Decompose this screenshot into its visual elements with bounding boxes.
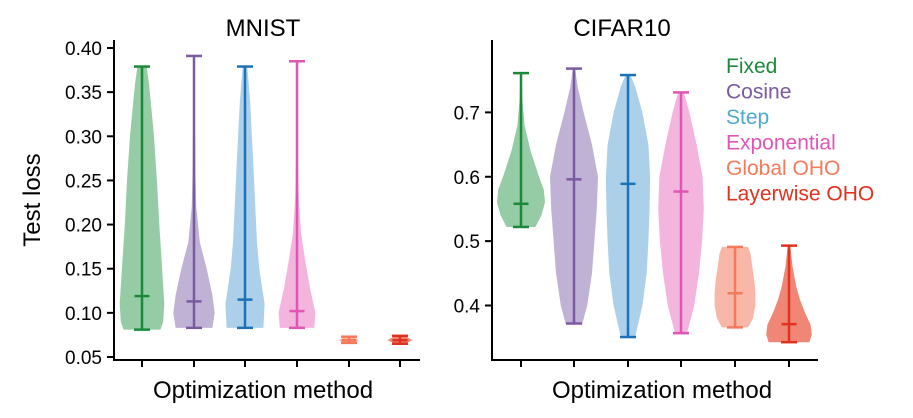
- mnist-x-ticks: [141, 360, 401, 367]
- mnist-y-tick-label: 0.05: [65, 348, 102, 369]
- mnist-y-tick-label: 0.35: [65, 83, 102, 104]
- mnist-axes: [113, 40, 420, 361]
- mnist-x-axis-label: Optimization method: [153, 377, 373, 404]
- legend-item-layerwise-oho: Layerwise OHO: [726, 183, 874, 206]
- legend-item-exponential: Exponential: [726, 132, 836, 155]
- mnist-violin-layerwise-oho: [387, 334, 413, 346]
- cifar10-y-tick-label: 0.6: [454, 168, 480, 189]
- mnist-violin-global-oho: [338, 335, 360, 345]
- cifar10-y-tick-label: 0.7: [454, 103, 480, 124]
- mnist-title: MNIST: [226, 15, 301, 42]
- mnist-y-tick-label: 0.15: [65, 260, 102, 281]
- legend-item-global-oho: Global OHO: [726, 157, 840, 180]
- legend-item-fixed: Fixed: [726, 55, 777, 78]
- mnist-y-tick-label: 0.20: [65, 216, 102, 237]
- mnist-violin-exponential: [278, 59, 316, 330]
- cifar10-title: CIFAR10: [573, 15, 670, 42]
- mnist-y-tick-label: 0.30: [65, 127, 102, 148]
- cifar10-violin-cosine: [550, 67, 598, 325]
- mnist-violins: [119, 54, 413, 346]
- y-axis-label: Test loss: [19, 153, 46, 246]
- cifar10-violin-global-oho: [714, 245, 756, 329]
- mnist-violin-step: [225, 65, 265, 330]
- mnist-violin-fixed: [119, 65, 165, 331]
- cifar10-axes: [491, 40, 818, 361]
- cifar10-y-ticks: 0.4 0.5 0.6 0.7: [454, 103, 492, 318]
- cifar10-y-tick-label: 0.4: [454, 297, 481, 318]
- cifar10-panel: CIFAR10 Optimization method 0.4 0.5 0.6 0.7: [454, 15, 818, 404]
- cifar10-y-tick-label: 0.5: [454, 232, 480, 253]
- cifar10-x-axis-label: Optimization method: [552, 377, 772, 404]
- cifar10-violin-fixed: [497, 71, 545, 229]
- legend-item-step: Step: [726, 106, 769, 129]
- cifar10-violin-step: [605, 73, 651, 339]
- cifar10-violin-layerwise-oho: [766, 244, 812, 344]
- cifar10-x-ticks: [520, 360, 790, 367]
- mnist-y-tick-label: 0.40: [65, 39, 102, 60]
- mnist-y-tick-label: 0.25: [65, 171, 102, 192]
- mnist-panel: MNIST Test loss Optimization method 0.05…: [19, 15, 420, 404]
- mnist-violin-cosine: [173, 54, 215, 330]
- cifar10-violin-exponential: [658, 91, 704, 335]
- cifar10-violins: [497, 67, 812, 344]
- legend-item-cosine: Cosine: [726, 81, 791, 104]
- mnist-y-tick-label: 0.10: [65, 304, 102, 325]
- mnist-y-ticks: 0.05 0.10 0.15 0.20 0.25 0.30 0.35 0.40: [65, 39, 114, 369]
